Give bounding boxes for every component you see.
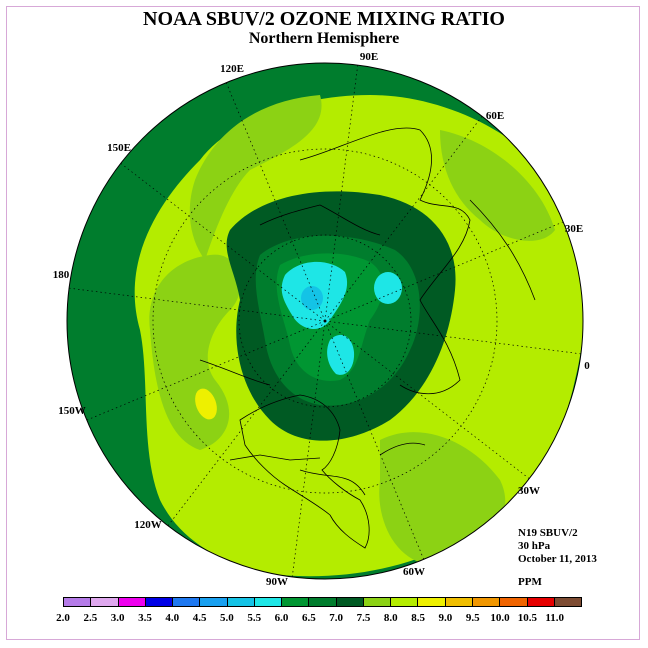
coastlines [199,127,536,549]
colorbar-tick-label: 2.0 [56,612,70,624]
colorbar-segment [472,598,501,606]
colorbar-tick-label: 9.5 [465,612,480,624]
colorbar-segment [173,598,201,606]
colorbar-tick-label: 2.5 [83,612,98,624]
colorbar-tick-label: 5.5 [247,612,262,624]
colorbar-tick-label: 6.5 [301,612,316,624]
longitude-label: 30E [564,223,584,235]
map-boundary [66,62,584,580]
colorbar-segment [391,598,419,606]
longitude-label: 30W [518,485,540,497]
colorbar-segment [445,598,473,606]
field-blue [301,286,323,310]
colorbar-tick-label: 9.0 [438,612,453,624]
colorbar-tick-label: 8.5 [411,612,425,624]
colorbar-segment [500,598,528,606]
colorbar-segment [64,598,92,606]
colorbar-tick-label: 3.0 [110,612,125,624]
colorbar-tick-label: 5.0 [220,612,234,624]
colorbar-segment [200,598,228,606]
graticule [67,62,583,580]
longitude-label: 120E [220,63,244,75]
info-block: N19 SBUV/2 30 hPa October 11, 2013 PPM [518,527,597,589]
field-medium-green [149,254,241,450]
colorbar-segment [145,598,174,606]
satellite-label: N19 SBUV/2 [518,527,578,539]
field-cyan [374,272,402,304]
longitude-label: 120W [134,519,162,531]
longitude-label: 60E [485,110,505,122]
map-title: NOAA SBUV/2 OZONE MIXING RATIO [143,8,505,30]
colorbar-segment [118,598,146,606]
colorbar-segment [227,598,255,606]
colorbar-tick-label: 8.0 [383,612,398,624]
colorbar-tick-label: 10.5 [517,612,537,624]
longitude-label: 0 [584,360,590,372]
longitude-label: 90E [359,51,379,63]
colorbar-tick-label: 4.5 [192,612,207,624]
colorbar-segment [527,598,555,606]
longitude-label: 60W [403,566,425,578]
field-medium-green [189,95,322,260]
colorbar-tick-label: 4.0 [165,612,180,624]
map-subtitle: Northern Hemisphere [248,30,400,47]
colorbar-segment [418,598,446,606]
units-label: PPM [518,576,542,588]
longitude-label: 90W [266,576,288,588]
colorbar-tick-label: 3.5 [138,612,152,624]
colorbar-segment [336,598,364,606]
level-label: 30 hPa [518,540,551,552]
colorbar-tick-label: 11.0 [545,612,564,624]
colorbar-segment [91,598,119,606]
field-cyan [327,334,355,375]
colorbar-tick-label: 7.5 [356,612,371,624]
colorbar-tick-label: 7.0 [329,612,344,624]
longitude-label: 180 [52,269,70,281]
colorbar [63,597,582,607]
plot-frame [6,6,640,640]
field-yellow [195,388,217,420]
colorbar-segment [554,598,582,606]
colorbar-tick-label: 10.0 [490,612,510,624]
colorbar-segment [363,598,392,606]
colorbar-segment [254,598,283,606]
colorbar-segment [309,598,337,606]
field-medium-green [440,130,555,241]
colorbar-segment [282,598,310,606]
colorbar-tick-label: 6.0 [274,612,289,624]
longitude-label: 150E [107,142,131,154]
longitude-label: 150W [58,405,86,417]
date-label: October 11, 2013 [518,553,597,565]
